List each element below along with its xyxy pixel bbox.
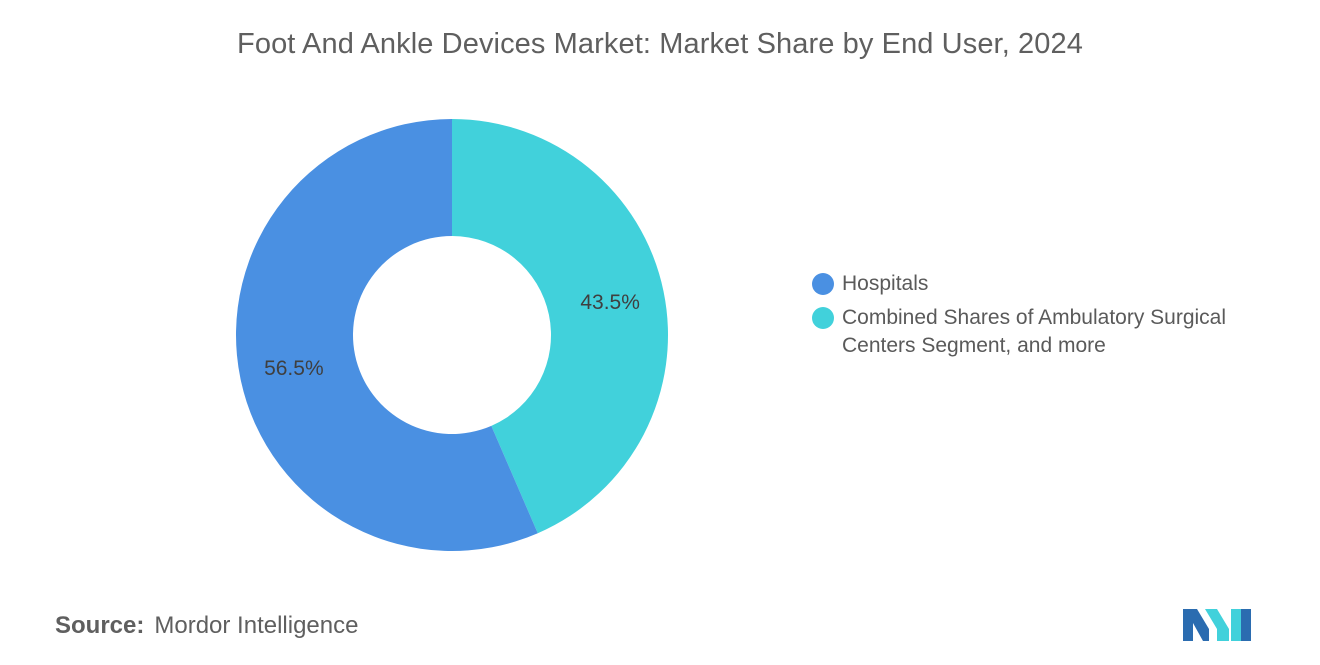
logo-shape-left xyxy=(1183,609,1209,641)
source-key: Source: xyxy=(55,612,145,639)
mordor-intelligence-logo-icon xyxy=(1183,609,1251,641)
source-note: Source: Mordor Intelligence xyxy=(55,612,358,640)
chart-title: Foot And Ankle Devices Market: Market Sh… xyxy=(237,28,1083,60)
source-value: Mordor Intelligence xyxy=(154,612,359,639)
donut-value-label: 56.5% xyxy=(264,357,324,380)
chart-legend: Hospitals Combined Shares of Ambulatory … xyxy=(812,270,1282,366)
legend-swatch-combined-shares xyxy=(812,307,834,329)
logo-shape-right xyxy=(1231,609,1241,641)
logo-shape-right-accent xyxy=(1241,609,1251,641)
logo-shape-mid xyxy=(1205,609,1229,641)
donut-slice-hospitals[interactable] xyxy=(236,119,538,551)
legend-label: Combined Shares of Ambulatory Surgical C… xyxy=(842,306,1227,357)
legend-item-combined-shares[interactable]: Combined Shares of Ambulatory Surgical C… xyxy=(812,304,1282,360)
legend-swatch-hospitals xyxy=(812,273,834,295)
donut-value-label: 43.5% xyxy=(580,291,640,314)
donut-slice-combined-shares-of-ambulatory-surgical-centers-segment-and-more[interactable] xyxy=(452,119,668,534)
legend-label: Hospitals xyxy=(842,272,929,295)
legend-item-hospitals[interactable]: Hospitals xyxy=(812,270,1282,298)
